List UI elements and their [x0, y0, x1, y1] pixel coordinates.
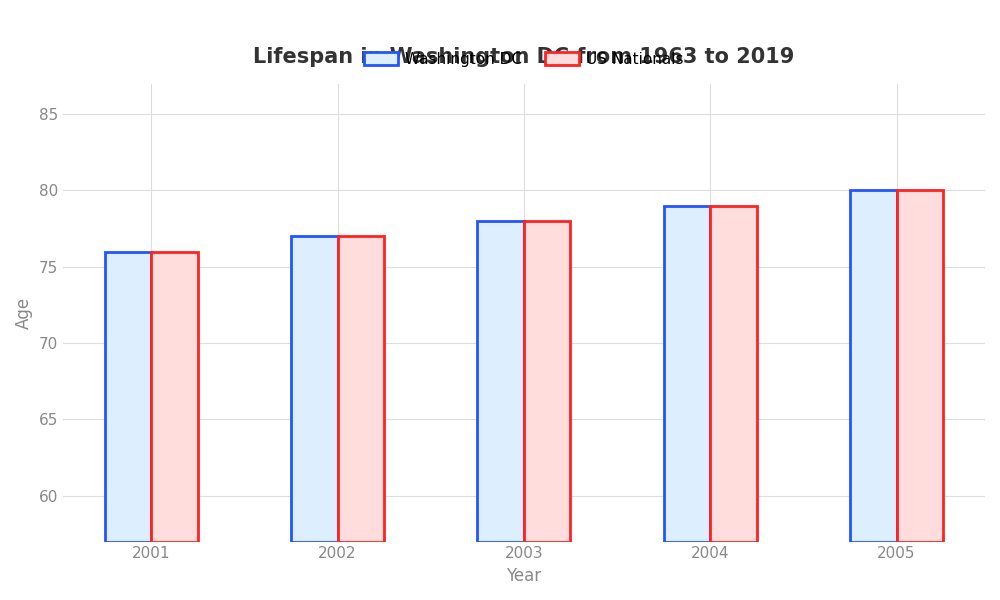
Bar: [710, 206, 757, 542]
Bar: [897, 190, 943, 542]
Bar: [850, 190, 897, 542]
Legend: Washington DC, US Nationals: Washington DC, US Nationals: [358, 46, 690, 73]
Bar: [105, 251, 151, 542]
Bar: [524, 221, 570, 542]
X-axis label: Year: Year: [506, 567, 541, 585]
Bar: [664, 206, 710, 542]
Y-axis label: Age: Age: [15, 296, 33, 329]
Bar: [477, 221, 524, 542]
Bar: [151, 251, 198, 542]
Title: Lifespan in Washington DC from 1963 to 2019: Lifespan in Washington DC from 1963 to 2…: [253, 47, 795, 67]
Bar: [338, 236, 384, 542]
Bar: [291, 236, 338, 542]
